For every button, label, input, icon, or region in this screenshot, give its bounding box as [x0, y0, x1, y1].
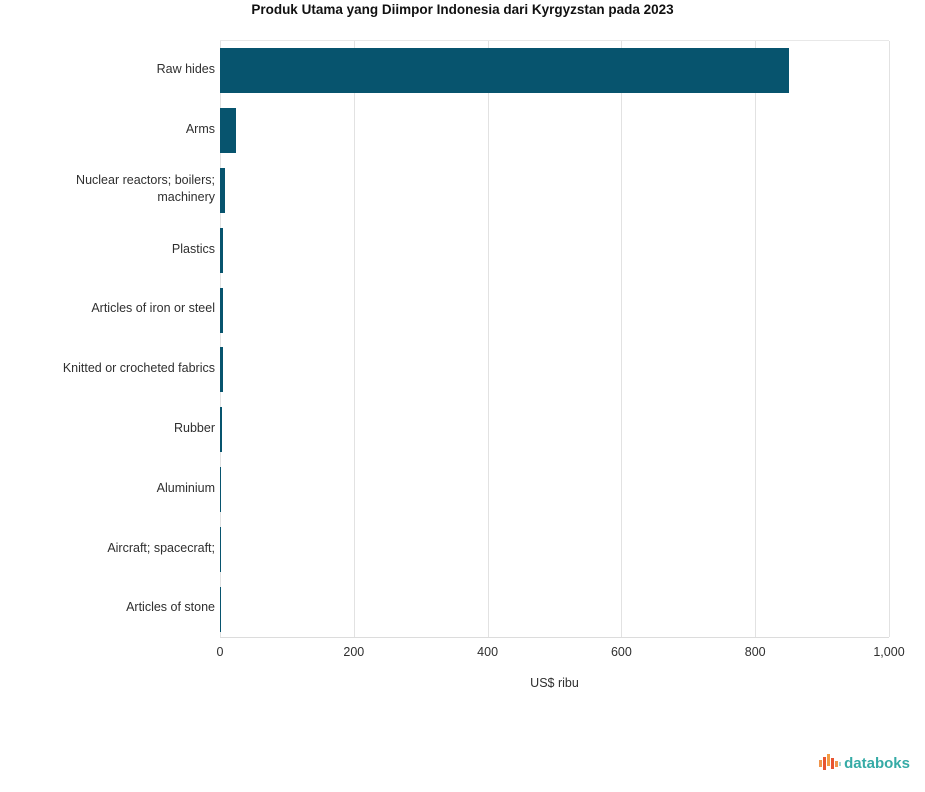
databoks-logo-icon — [819, 754, 842, 770]
y-label-text: Rubber — [174, 420, 215, 435]
bar-0 — [220, 48, 789, 94]
chart-title: Produk Utama yang Diimpor Indonesia dari… — [251, 2, 674, 17]
gridline-x-1000 — [889, 41, 890, 637]
y-label-text: Nuclear reactors; boilers; machinery — [76, 172, 215, 205]
x-axis-ticks: 0 200 400 600 800 1,000 — [0, 645, 925, 661]
y-label-row-3: Plastics — [0, 219, 215, 279]
y-label-row-9: Articles of stone — [0, 578, 215, 638]
y-label-row-0: Raw hides — [0, 40, 215, 100]
y-label-row-1: Arms — [0, 100, 215, 160]
y-label-row-5: Knitted or crocheted fabrics — [0, 339, 215, 399]
gridline-x-0 — [220, 41, 221, 637]
y-label-row-7: Aluminium — [0, 459, 215, 519]
bar-6 — [220, 407, 222, 453]
bar-4 — [220, 287, 223, 333]
y-label-row-4: Articles of iron or steel — [0, 279, 215, 339]
databoks-logo-text: databoks — [844, 754, 910, 772]
x-tick-label-600: 600 — [610, 645, 632, 659]
bar-2 — [220, 168, 225, 213]
bar-5 — [220, 347, 223, 393]
y-axis-labels: Raw hides Arms Nuclear reactors; boilers; … — [0, 40, 215, 638]
gridline-x-800 — [755, 41, 757, 637]
y-label-text: Aluminium — [156, 480, 215, 495]
bar-3 — [220, 227, 224, 273]
y-label-text: Arms — [185, 121, 215, 136]
x-tick-label-800: 800 — [744, 645, 766, 659]
x-tick-label-200: 200 — [343, 645, 365, 659]
databoks-logo: databoks — [819, 751, 910, 775]
y-label-text: Articles of iron or steel — [91, 301, 215, 316]
x-tick-label-1000: 1,000 — [873, 645, 905, 659]
y-label-text: Aircraft; spacecraft; — [107, 540, 215, 555]
x-tick-label-0: 0 — [216, 645, 224, 659]
gridline-x-400 — [487, 41, 489, 637]
y-label-row-6: Rubber — [0, 399, 215, 459]
gridline-x-600 — [621, 41, 623, 637]
x-axis-title: US$ ribu — [530, 676, 579, 690]
y-label-row-8: Aircraft; spacecraft; — [0, 518, 215, 578]
bar-1 — [220, 108, 237, 154]
y-label-row-2: Nuclear reactors; boilers; machinery — [0, 160, 215, 220]
x-tick-label-400: 400 — [477, 645, 499, 659]
y-label-text: Knitted or crocheted fabrics — [62, 361, 215, 376]
y-label-text: Plastics — [171, 241, 215, 256]
bar-7 — [220, 467, 221, 512]
gridline-x-200 — [353, 41, 355, 637]
y-label-text: Raw hides — [156, 62, 215, 77]
plot-area — [220, 40, 890, 638]
y-label-text: Articles of stone — [126, 600, 215, 615]
